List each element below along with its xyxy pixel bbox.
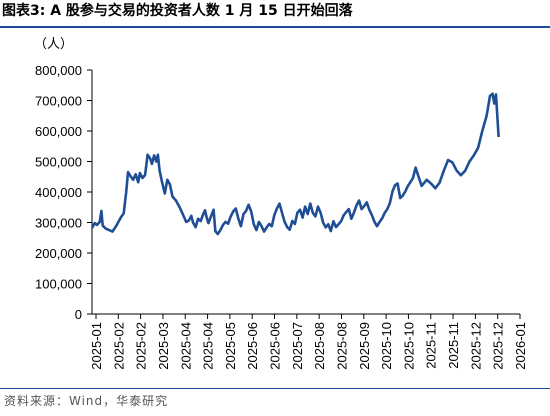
x-tick-label: 2025-04 (178, 322, 193, 370)
y-tick-label: 300,000 (35, 216, 82, 231)
x-tick-label: 2025-11 (446, 322, 461, 369)
x-tick-label: 2025-05 (223, 322, 238, 370)
y-tick-label: 700,000 (35, 94, 82, 109)
y-tick-label: 500,000 (35, 155, 82, 170)
series-line (90, 92, 500, 236)
x-tick-label: 2025-08 (312, 322, 327, 370)
source-note: 资料来源：Wind，华泰研究 (4, 394, 169, 408)
y-tick-label: 100,000 (35, 277, 82, 292)
y-tick-label: 800,000 (35, 63, 82, 78)
x-tick-label: 2025-10 (401, 322, 416, 370)
title-divider (0, 26, 550, 28)
y-tick-label: 200,000 (35, 246, 82, 261)
x-tick-label: 2025-06 (245, 322, 260, 370)
x-tick-label: 2025-02 (134, 322, 149, 370)
x-tick-label: 2025-08 (334, 322, 349, 370)
line-chart: （人） 0 100,000 200,000 300,000 400,000 500,000 6… (34, 36, 528, 370)
x-tick-label: 2025-06 (268, 322, 283, 370)
x-tick-label: 2025-11 (424, 322, 439, 369)
source-divider (0, 388, 550, 389)
x-tick-label: 2025-04 (201, 322, 216, 370)
y-tick-label: 400,000 (35, 185, 82, 200)
y-tick-label: 600,000 (35, 124, 82, 139)
x-tick-label: 2025-07 (290, 322, 305, 370)
x-tick-label: 2025-10 (379, 322, 394, 370)
x-tick-label: 2025-09 (357, 322, 372, 370)
y-unit-label: （人） (34, 36, 73, 51)
x-tick-label: 2025-12 (491, 322, 506, 370)
chart-title: 图表3: A 股参与交易的投资者人数 1 月 15 日开始回落 (2, 3, 353, 19)
y-tick-label: 0 (75, 307, 82, 322)
x-tick-label: 2025-01 (89, 322, 104, 370)
x-tick-label: 2025-03 (156, 322, 171, 370)
x-tick-label: 2025-12 (468, 322, 483, 370)
x-tick-label: 2025-02 (111, 322, 126, 370)
x-tick-label: 2026-01 (513, 322, 528, 370)
